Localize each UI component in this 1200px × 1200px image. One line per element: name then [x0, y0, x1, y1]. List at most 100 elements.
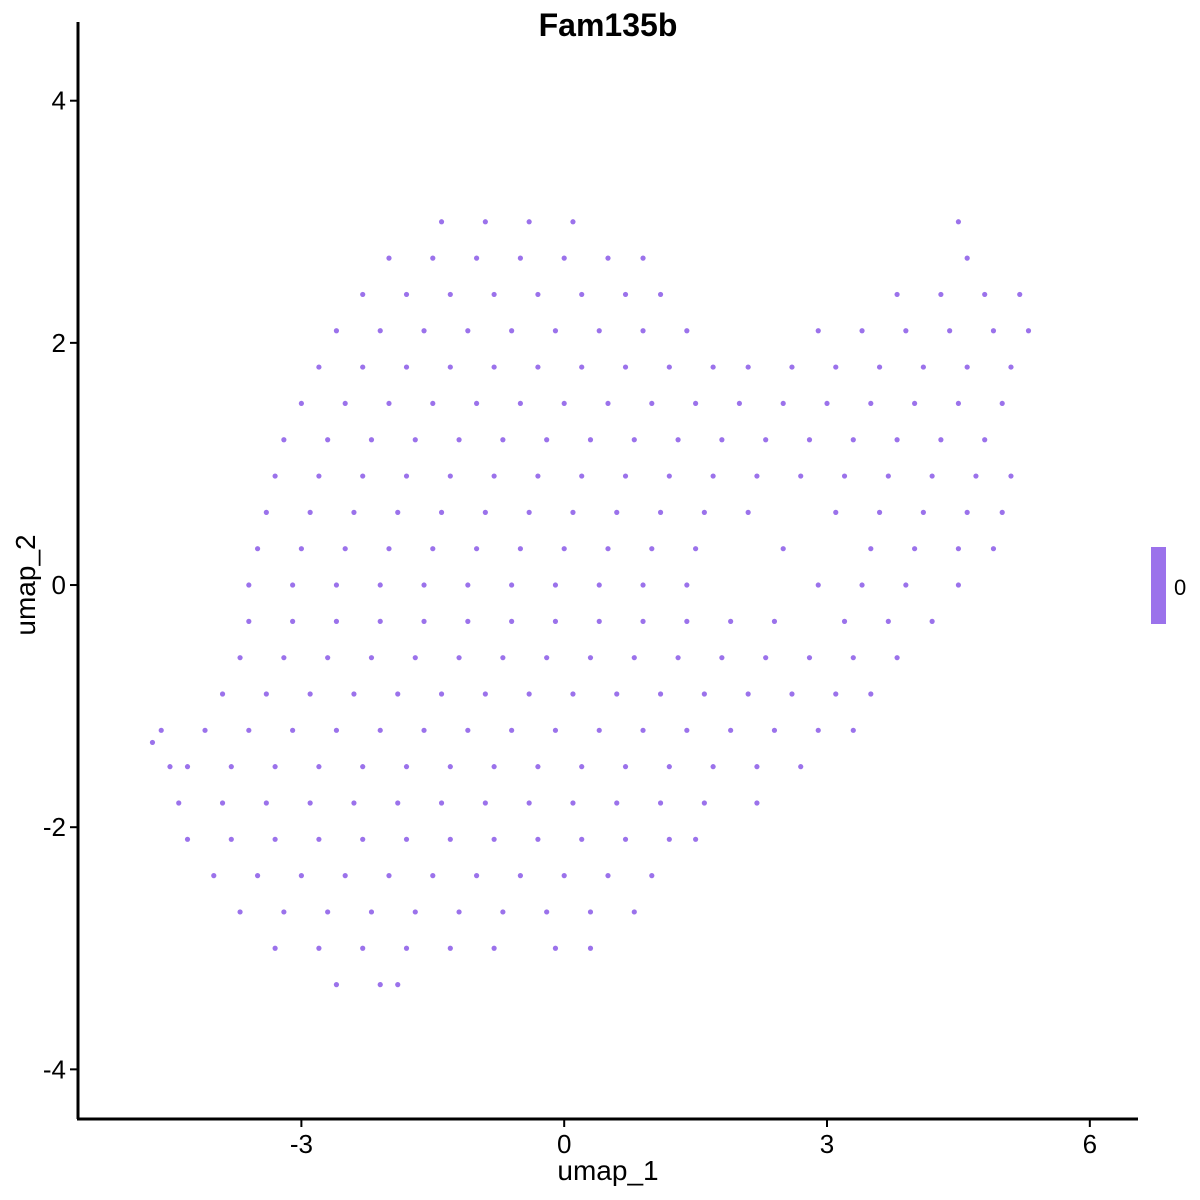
data-point	[272, 473, 278, 479]
data-point	[333, 582, 340, 588]
data-point	[290, 727, 296, 733]
data-point	[535, 364, 541, 370]
data-point	[894, 655, 900, 661]
data-point	[307, 691, 313, 697]
data-point	[710, 364, 716, 370]
data-point	[964, 255, 970, 261]
data-point	[263, 691, 269, 697]
data-point	[219, 800, 226, 806]
data-point	[526, 219, 532, 225]
data-point	[316, 764, 322, 770]
data-point	[684, 328, 690, 334]
data-point	[395, 691, 401, 697]
data-point	[438, 509, 445, 515]
data-point	[999, 400, 1005, 407]
data-point	[859, 328, 865, 334]
data-point	[517, 400, 523, 407]
data-point	[587, 437, 594, 443]
data-point	[903, 582, 909, 588]
data-point	[535, 764, 541, 770]
data-point	[482, 691, 488, 697]
data-point	[473, 546, 480, 552]
data-point	[622, 291, 629, 298]
data-point	[491, 364, 497, 370]
data-point	[482, 800, 488, 806]
data-point	[833, 509, 839, 515]
data-point	[920, 509, 926, 515]
data-point	[1017, 291, 1023, 298]
data-point	[412, 909, 418, 915]
chart-title: Fam135b	[539, 7, 678, 43]
data-point	[657, 691, 664, 697]
data-point	[386, 546, 392, 552]
data-point	[596, 328, 602, 334]
data-point	[622, 364, 629, 370]
data-point	[438, 691, 445, 697]
data-point	[579, 473, 585, 479]
data-point	[552, 727, 559, 733]
data-point	[920, 364, 926, 370]
data-point	[552, 328, 559, 334]
data-point	[745, 509, 751, 515]
data-point	[473, 255, 480, 261]
data-point	[403, 364, 410, 370]
data-point	[360, 291, 366, 298]
data-point	[982, 291, 988, 298]
data-point	[403, 764, 410, 770]
y-tick-label: -4	[43, 1054, 66, 1084]
data-point	[649, 400, 655, 407]
data-point	[403, 291, 410, 298]
data-point	[833, 364, 839, 370]
data-point	[973, 473, 979, 479]
data-point	[272, 836, 278, 842]
data-point	[544, 909, 550, 915]
data-point	[649, 546, 655, 552]
data-point	[894, 437, 900, 443]
data-point	[850, 655, 856, 661]
data-point	[552, 582, 559, 588]
data-point	[675, 437, 681, 443]
y-tick-label: -2	[43, 812, 66, 842]
data-point	[693, 400, 699, 407]
data-point	[614, 800, 620, 806]
data-point	[342, 873, 348, 879]
data-point	[631, 437, 637, 443]
data-point	[272, 945, 278, 951]
data-point	[587, 909, 594, 915]
data-point	[605, 400, 611, 407]
data-point	[535, 473, 541, 479]
data-point	[1008, 364, 1014, 370]
data-point	[438, 219, 445, 225]
data-point	[465, 582, 471, 588]
data-point	[447, 473, 453, 479]
data-point	[447, 764, 453, 770]
data-point	[184, 836, 191, 842]
data-point	[824, 400, 830, 407]
data-point	[955, 219, 962, 225]
data-point	[999, 509, 1005, 515]
data-point	[640, 727, 646, 733]
data-point	[447, 945, 453, 951]
data-point	[368, 437, 375, 443]
data-point	[491, 473, 497, 479]
data-point	[351, 691, 357, 697]
data-point	[228, 836, 234, 842]
data-point	[316, 364, 322, 370]
data-point	[368, 909, 375, 915]
data-point	[579, 764, 585, 770]
data-point	[938, 437, 944, 443]
data-point	[421, 328, 427, 334]
data-point	[806, 655, 813, 661]
data-point	[684, 618, 690, 624]
data-point	[254, 873, 261, 879]
data-point	[806, 437, 813, 443]
data-point	[614, 509, 620, 515]
data-point	[579, 291, 585, 298]
data-point	[596, 618, 602, 624]
data-point	[509, 727, 515, 733]
data-point	[666, 364, 672, 370]
data-point	[868, 691, 874, 697]
data-point	[333, 727, 340, 733]
data-point	[622, 764, 629, 770]
y-axis-ticks: -4 -2 0 2 4	[43, 86, 78, 1084]
